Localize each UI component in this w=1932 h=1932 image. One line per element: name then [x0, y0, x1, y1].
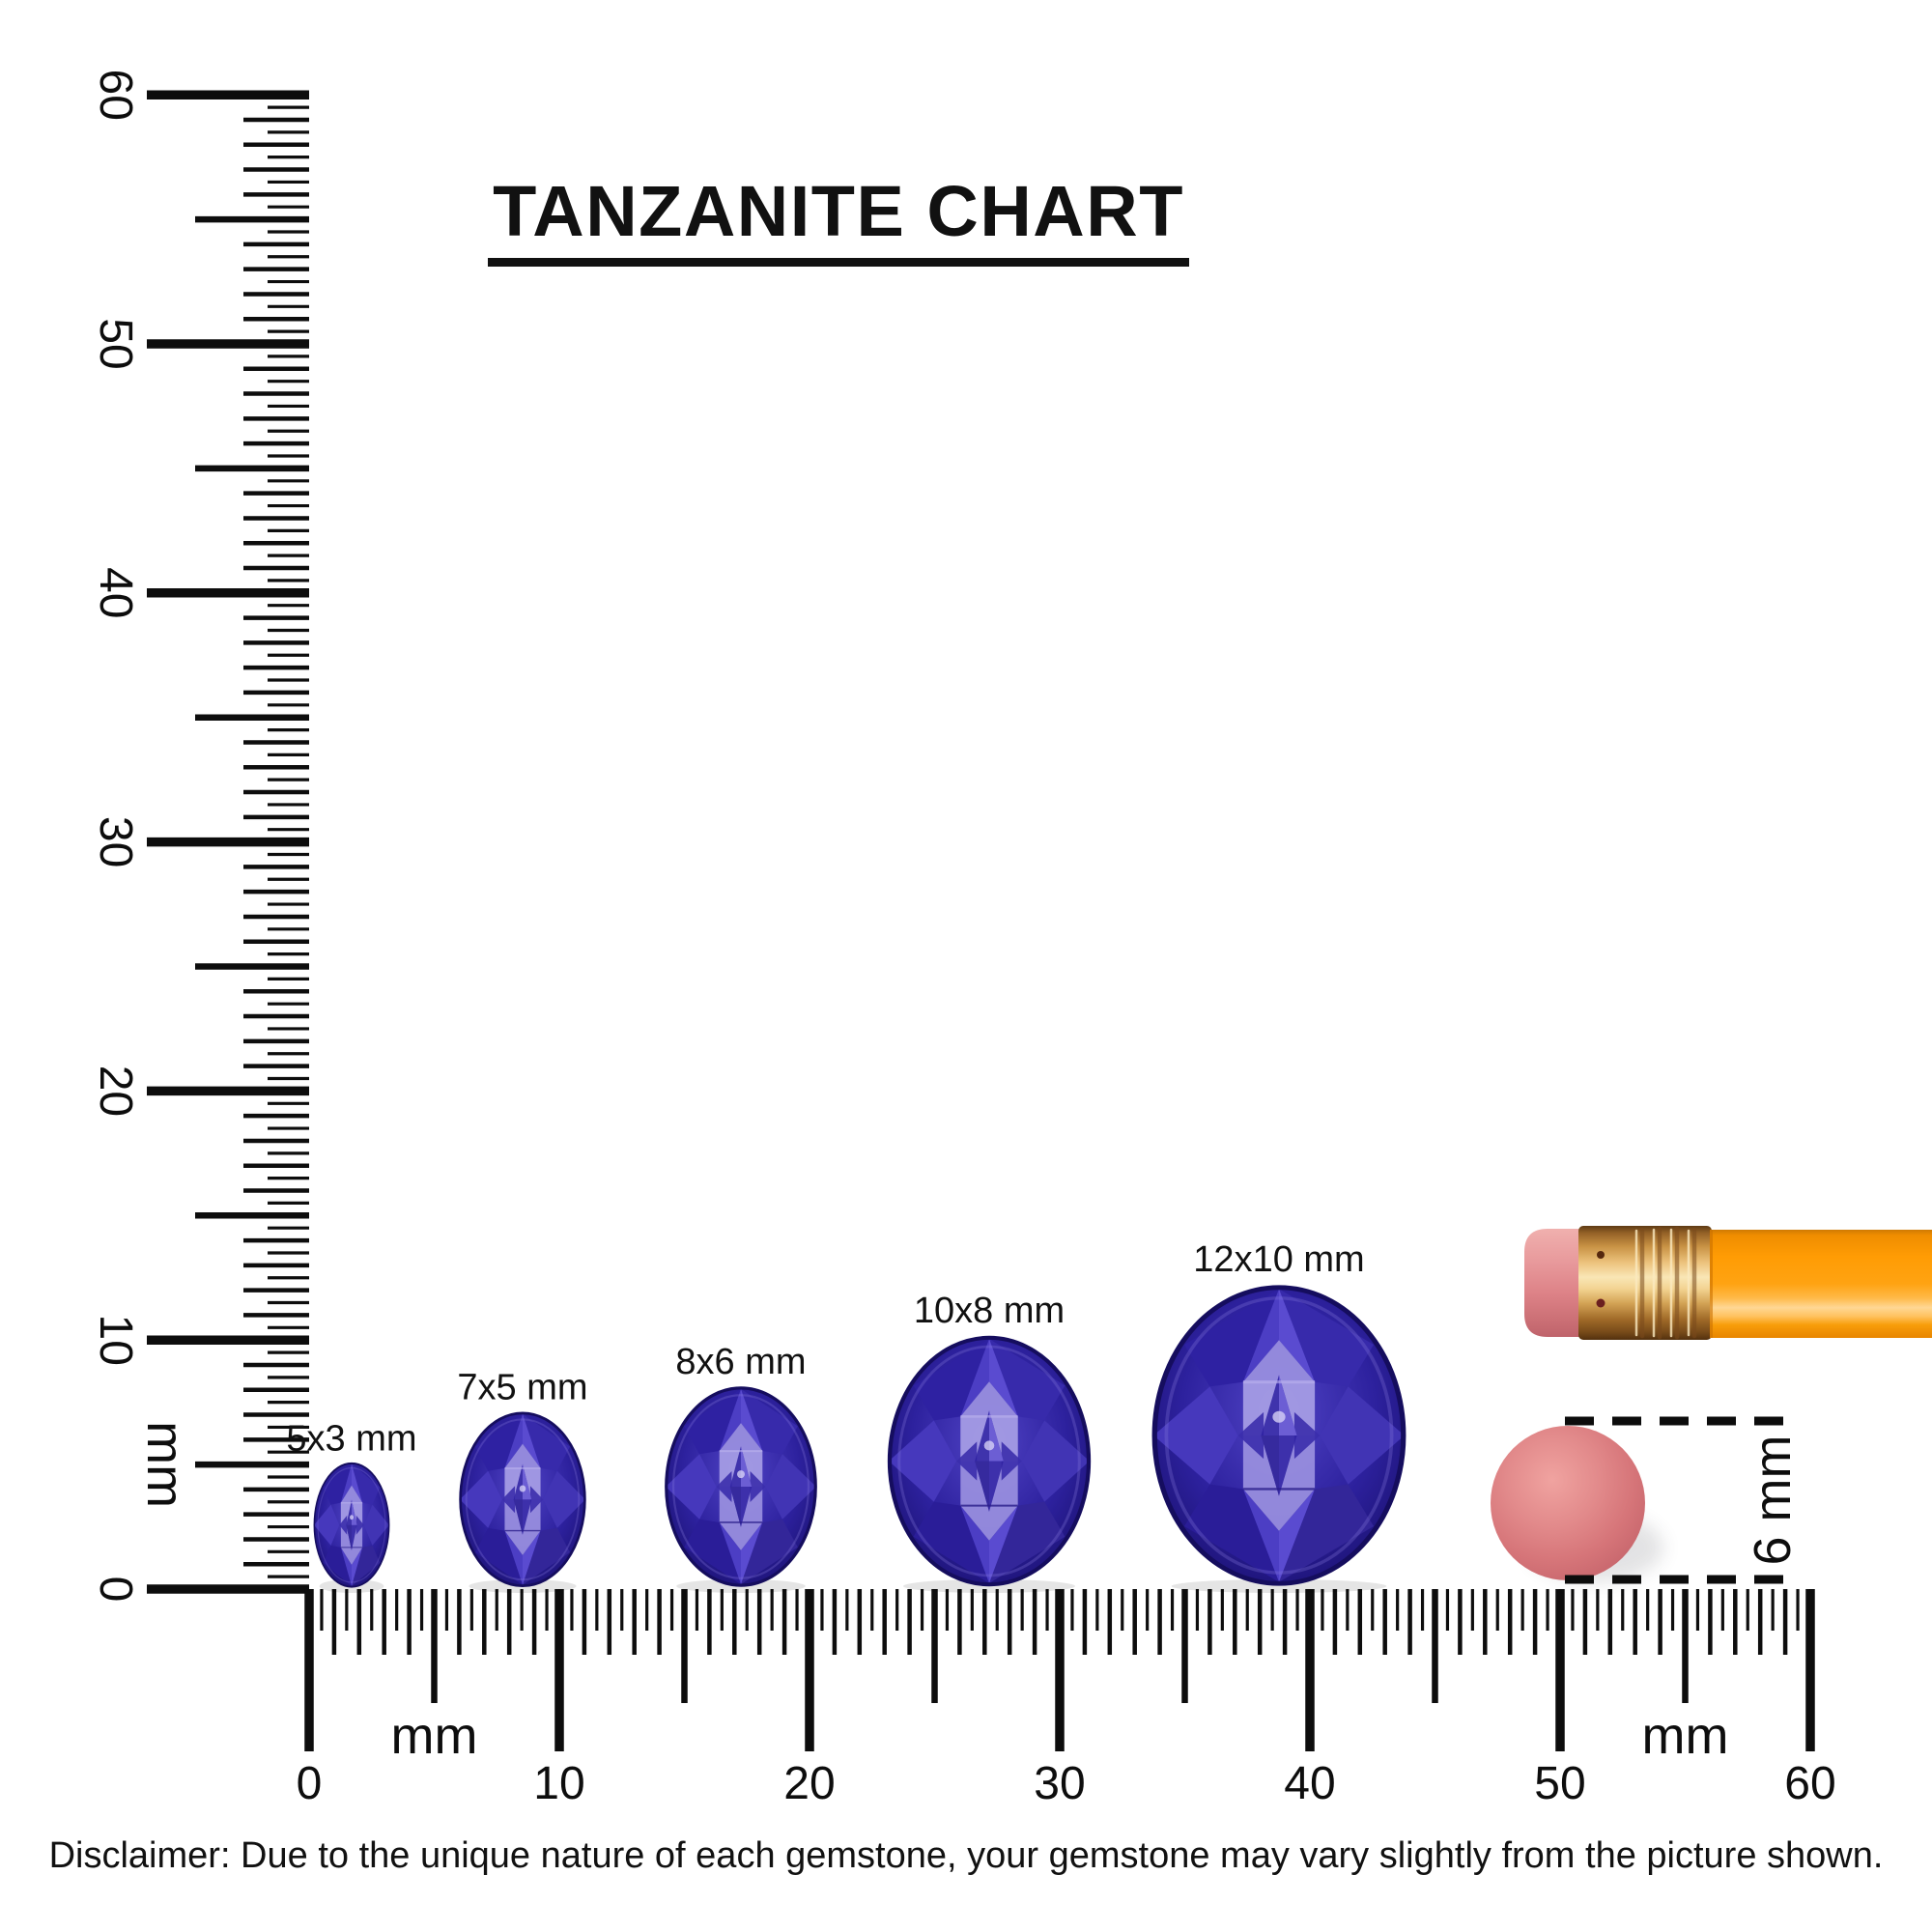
gem-size-label: 12x10 mm [1193, 1239, 1364, 1280]
gem-illustration [458, 1410, 587, 1588]
pencil-ferrule [1578, 1226, 1712, 1340]
gems: 5x3 mm 7x5 mm 8x6 mm 10x8 mm 12x10 mm [286, 1239, 1404, 1593]
ruler-number: 10 [90, 1315, 141, 1366]
ruler-number: 10 [533, 1758, 584, 1809]
eraser-diameter-label: 6 mm [1744, 1435, 1802, 1566]
eraser-disc [1491, 1426, 1645, 1580]
pencil-body-seam [1710, 1230, 1713, 1338]
pencil [1524, 1226, 1932, 1340]
gem-item: 12x10 mm [1153, 1239, 1405, 1593]
gem-size-label: 7x5 mm [457, 1368, 587, 1408]
rulers: 0 10 20 30 40 50 60 mm 0 10 20 30 40 50 60 mm mm [90, 70, 1836, 1809]
ruler-unit-label: mm [136, 1421, 194, 1508]
gem-illustration [889, 1337, 1090, 1585]
ruler-number: 60 [1784, 1758, 1835, 1809]
gem-item: 10x8 mm [889, 1291, 1090, 1593]
gem-size-label: 10x8 mm [914, 1291, 1065, 1331]
ruler-number: 0 [297, 1758, 323, 1809]
ruler-number: 40 [1284, 1758, 1335, 1809]
ruler-number: 20 [90, 1065, 141, 1117]
ruler-number: 60 [90, 70, 141, 121]
ferrule-rivet [1596, 1298, 1605, 1308]
vertical-ruler: 0 10 20 30 40 50 60 mm [90, 70, 309, 1603]
gem-size-label: 8x6 mm [675, 1342, 806, 1382]
ruler-number: 0 [90, 1577, 141, 1603]
gem-illustration [313, 1462, 390, 1588]
disclaimer-text: Disclaimer: Due to the unique nature of … [48, 1835, 1884, 1876]
gem-item: 7x5 mm [457, 1368, 588, 1593]
gem-illustration [1153, 1287, 1405, 1584]
ruler-unit-label: mm [391, 1707, 478, 1765]
gem-item: 8x6 mm [664, 1342, 818, 1593]
ruler-number: 40 [90, 567, 141, 618]
ruler-number: 30 [90, 816, 141, 867]
pencil-eraser-tip [1524, 1229, 1582, 1337]
ruler-number: 50 [90, 318, 141, 369]
ruler-unit-label: mm [1642, 1707, 1729, 1765]
gem-illustration [664, 1385, 818, 1588]
ruler-number: 30 [1034, 1758, 1085, 1809]
ferrule-rivet [1597, 1251, 1605, 1259]
horizontal-ruler: 0 10 20 30 40 50 60 mm mm [297, 1589, 1836, 1809]
eraser-measure-annotation: 6 mm [1565, 1416, 1802, 1584]
pencil-body [1710, 1230, 1932, 1338]
page-title: TANZANITE CHART [488, 176, 1189, 267]
ruler-number: 20 [783, 1758, 835, 1809]
gem-shadow [1171, 1579, 1387, 1593]
eraser-disc-group [1491, 1426, 1663, 1582]
ferrule-crimps [1634, 1226, 1697, 1340]
gem-item: 5x3 mm [286, 1419, 417, 1593]
gem-size-label: 5x3 mm [286, 1419, 416, 1460]
ruler-number: 50 [1534, 1758, 1585, 1809]
